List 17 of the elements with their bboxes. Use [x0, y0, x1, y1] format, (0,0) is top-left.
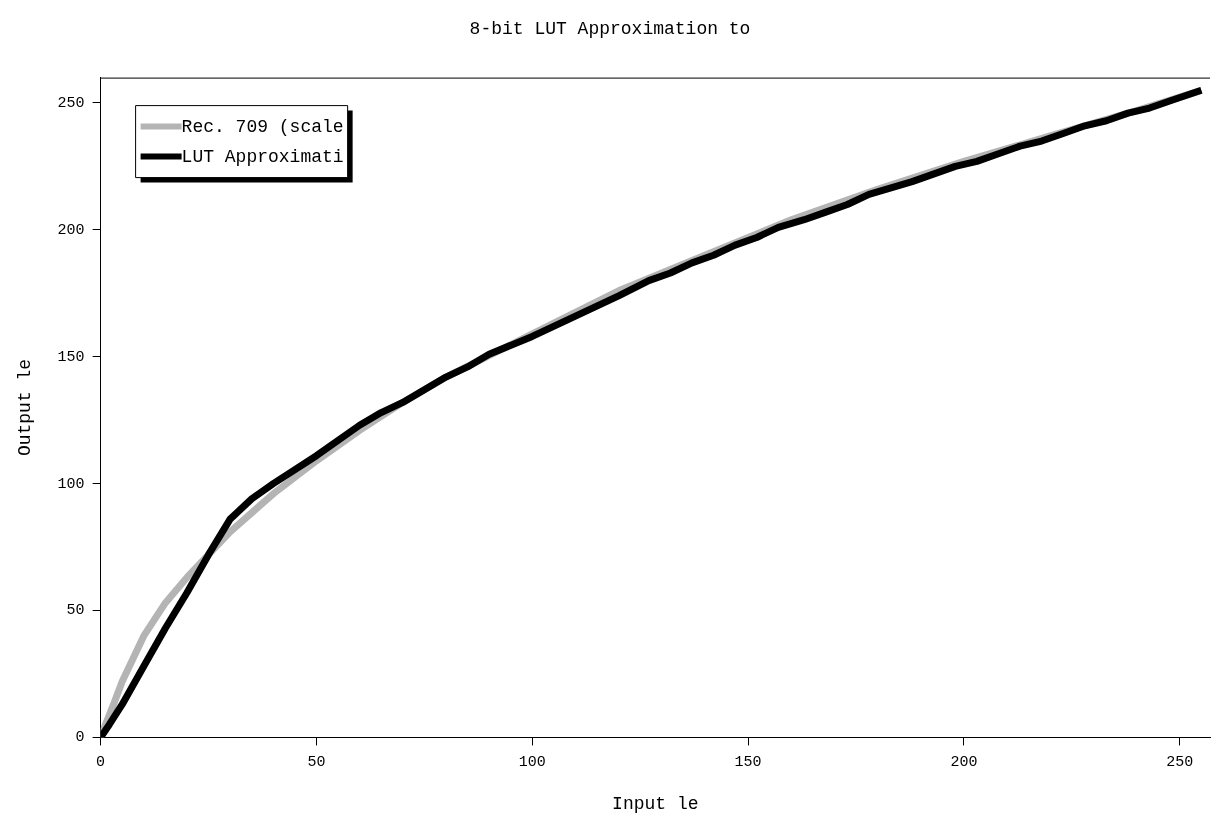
y-axis-title: Output le [14, 358, 35, 457]
x-tick-label: 200 [950, 754, 978, 772]
x-tick-label: 0 [96, 754, 106, 772]
x-tick-label: 150 [734, 754, 762, 772]
x-tick-label: 50 [307, 754, 326, 772]
legend-label: LUT Approximati [181, 147, 344, 168]
y-tick-label: 200 [57, 221, 85, 239]
y-tick-label: 250 [57, 94, 85, 112]
y-tick-label: 150 [57, 348, 85, 366]
y-tick-label: 0 [75, 729, 85, 747]
x-tick-label: 250 [1166, 754, 1194, 772]
legend-label: Rec. 709 (scale [181, 117, 344, 138]
chart-title: 8-bit LUT Approximation to [469, 18, 751, 39]
y-tick-label: 100 [57, 475, 85, 493]
y-tick-label: 50 [66, 602, 85, 620]
x-tick-label: 100 [518, 754, 546, 772]
x-axis-title: Input le [612, 793, 699, 814]
